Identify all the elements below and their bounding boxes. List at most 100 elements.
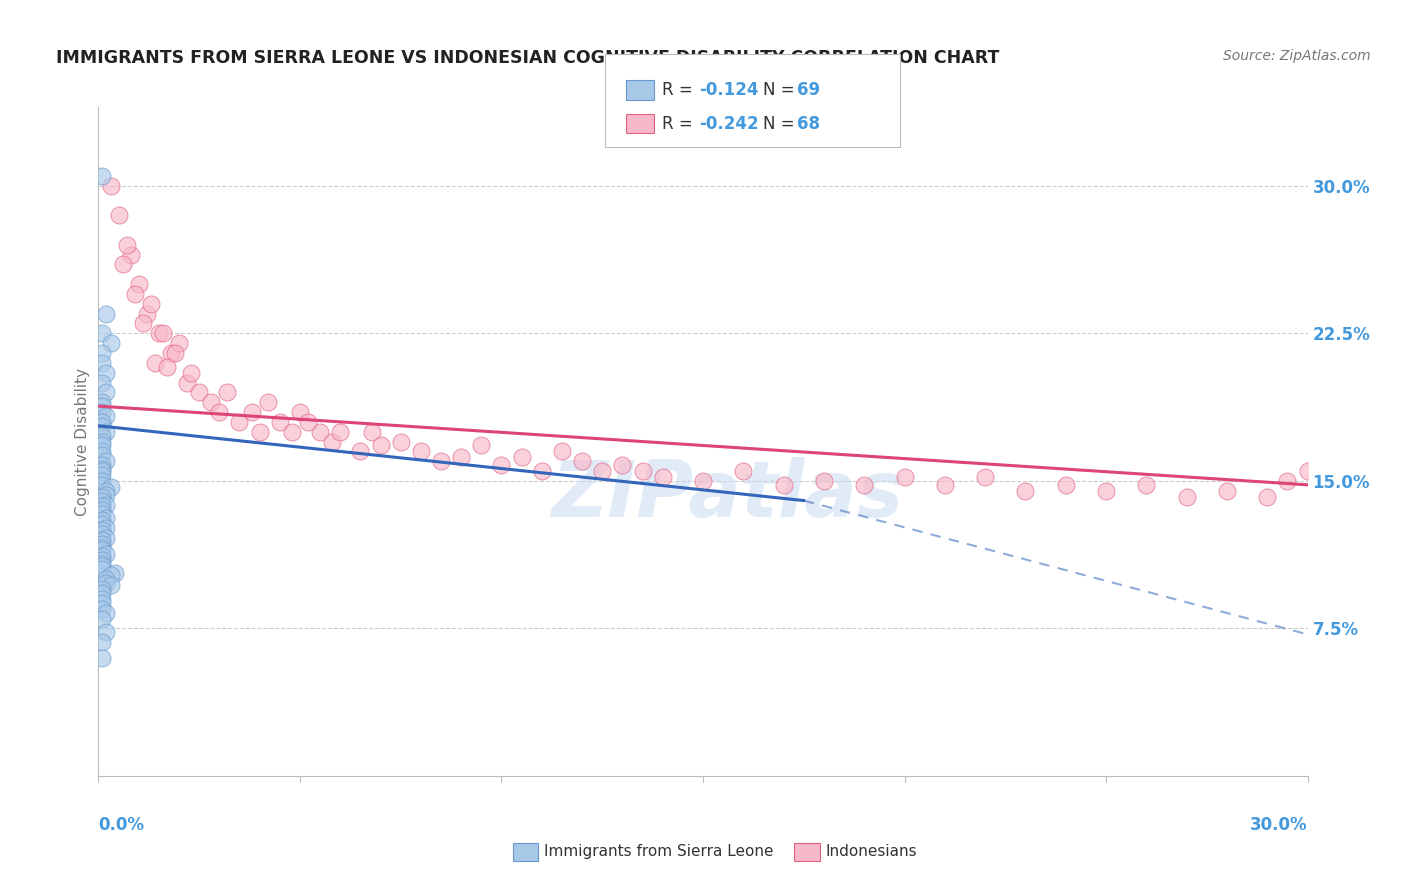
Point (208, 405, 231, 419)
Point (96, 547, 118, 561)
Point (100, 578, 122, 592)
Point (91, 458, 114, 472)
Point (91, 500, 114, 514)
Point (115, 237, 138, 252)
Text: 30.0%: 30.0% (1250, 816, 1308, 834)
Point (139, 297, 162, 311)
Point (91, 586, 114, 600)
Point (1296, 464, 1319, 478)
Text: Indonesians: Indonesians (825, 845, 917, 859)
Point (510, 450, 533, 465)
Text: R =: R = (662, 81, 699, 99)
Point (256, 395, 278, 409)
Point (91, 513, 114, 527)
Point (100, 480, 122, 494)
Point (612, 458, 634, 472)
Point (530, 464, 553, 478)
Text: -0.124: -0.124 (699, 81, 758, 99)
Point (91, 612, 114, 626)
Text: N =: N = (763, 81, 800, 99)
Point (91, 635, 114, 649)
Point (631, 464, 654, 478)
Point (288, 405, 311, 419)
Point (349, 444, 371, 458)
Point (217, 385, 239, 400)
Point (96, 625, 118, 640)
Point (733, 464, 755, 478)
Point (281, 425, 304, 439)
Point (91, 464, 114, 478)
Point (188, 385, 211, 400)
Point (1175, 490, 1198, 504)
Point (96, 572, 118, 586)
Point (91, 356, 114, 370)
Point (152, 326, 174, 341)
Point (91, 542, 114, 557)
Point (91, 418, 114, 433)
Point (249, 425, 271, 439)
Point (813, 474, 835, 488)
Point (91, 596, 114, 610)
Point (370, 438, 392, 452)
Point (91, 346, 114, 360)
Point (91, 508, 114, 522)
Point (409, 444, 432, 458)
Point (91, 591, 114, 606)
Point (91, 558, 114, 573)
Point (91, 503, 114, 517)
Point (91, 493, 114, 508)
Point (853, 478, 876, 492)
Text: 69: 69 (797, 81, 820, 99)
Point (96, 531, 118, 545)
Point (651, 470, 673, 484)
Point (450, 450, 472, 465)
Text: 0.0%: 0.0% (98, 816, 145, 834)
Point (91, 651, 114, 665)
Point (1054, 478, 1077, 492)
Point (143, 356, 166, 370)
Point (96, 488, 118, 502)
Point (91, 399, 114, 413)
Point (91, 517, 114, 532)
Text: Immigrants from Sierra Leone: Immigrants from Sierra Leone (544, 845, 773, 859)
Point (96, 576, 118, 591)
Point (91, 395, 114, 409)
Point (96, 385, 118, 400)
Point (160, 346, 183, 360)
Point (100, 336, 122, 351)
Point (91, 428, 114, 442)
Point (156, 359, 179, 374)
Point (91, 326, 114, 341)
Point (389, 434, 412, 449)
Point (321, 434, 343, 449)
Point (591, 464, 613, 478)
Point (100, 178, 122, 193)
Point (91, 523, 114, 537)
Point (96, 409, 118, 423)
Point (91, 376, 114, 390)
Point (470, 438, 492, 452)
Point (96, 483, 118, 498)
Point (1216, 483, 1239, 498)
Point (91, 527, 114, 541)
Point (269, 415, 291, 429)
Point (91, 552, 114, 566)
Point (91, 169, 114, 183)
Point (107, 208, 129, 222)
Point (692, 474, 714, 488)
Point (1135, 478, 1157, 492)
Point (180, 366, 202, 380)
Point (135, 307, 157, 321)
Point (1277, 474, 1299, 488)
Point (91, 582, 114, 596)
Point (91, 444, 114, 458)
Point (228, 415, 250, 429)
Point (103, 566, 125, 581)
Point (132, 317, 155, 331)
Point (91, 438, 114, 452)
Point (91, 541, 114, 555)
Point (148, 326, 170, 341)
Point (167, 336, 190, 351)
Text: R =: R = (662, 115, 699, 133)
Point (91, 537, 114, 551)
